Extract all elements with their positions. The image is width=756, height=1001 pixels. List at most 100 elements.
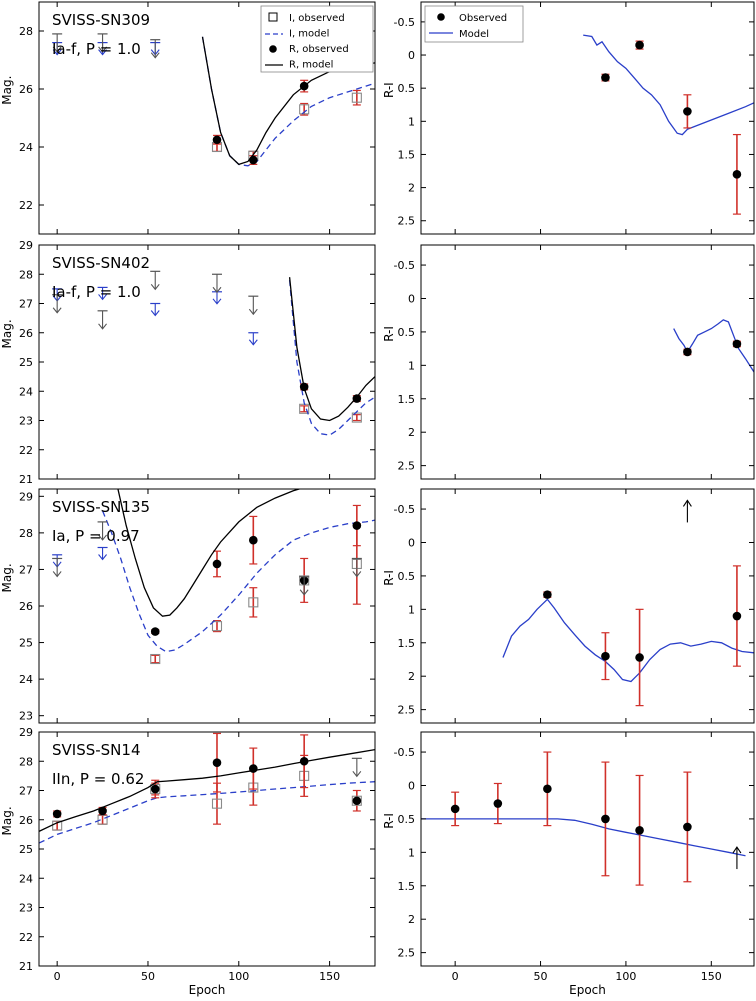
panel-title: SVISS-SN14: [52, 741, 141, 759]
legend: Observed Model: [424, 5, 524, 43]
y-tick-label: 0.5: [398, 82, 416, 95]
x-tick-label: 50: [141, 970, 155, 983]
y-tick-label: 28: [19, 25, 33, 38]
legend-entry: R, model: [289, 60, 333, 71]
y-tick-label: 2: [408, 426, 415, 439]
legend-entry: Model: [459, 29, 489, 40]
panel-0: 22 24 26 28 Mag. SVISS-SN309 Ia-f, P = 1.0 I, o…: [0, 1, 376, 235]
y-tick-label: 1.5: [398, 148, 416, 161]
x-tick-label: 150: [701, 970, 722, 983]
legend-entry: I, model: [289, 29, 329, 40]
y-tick-label: 28: [19, 268, 33, 281]
y-tick-label: 0: [408, 292, 415, 305]
upper-limit: [52, 46, 62, 53]
y-tick-label: 24: [19, 385, 33, 398]
plot-area: [39, 732, 375, 844]
data-point: [683, 347, 692, 357]
y-tick-label: 28: [19, 527, 33, 540]
data-point: [248, 597, 259, 608]
y-tick-label: 29: [19, 239, 33, 252]
data-point: [683, 822, 692, 832]
y-tick-label: 22: [19, 444, 33, 457]
x-tick-label: 50: [534, 970, 548, 983]
data-point: [150, 653, 161, 665]
y-tick-label: 0.5: [398, 570, 416, 583]
upper-limit: [98, 534, 107, 541]
axes-frame: [420, 731, 755, 967]
y-axis-label: Mag.: [0, 563, 14, 592]
plot-area: [52, 489, 375, 665]
x-tick-label: 0: [452, 970, 459, 983]
legend-entry: R, observed: [289, 44, 349, 55]
upper-limit: [98, 554, 107, 561]
series-line: [288, 277, 375, 422]
data-point: [352, 796, 362, 806]
y-tick-label: 2: [408, 913, 415, 926]
upper-limit: [150, 52, 160, 59]
y-tick-label: 2.5: [398, 704, 416, 717]
series-line: [502, 598, 754, 683]
x-tick-label: 0: [54, 970, 61, 983]
axes-frame: [38, 731, 376, 967]
y-tick-label: 26: [19, 814, 33, 827]
y-tick-label: 0: [408, 536, 415, 549]
panel-title: SVISS-SN402: [52, 254, 150, 272]
y-tick-label: 23: [19, 710, 33, 723]
data-point: [732, 170, 742, 179]
y-tick-label: 22: [19, 931, 33, 944]
legend-entry: I, observed: [289, 13, 345, 24]
y-tick-label: 2.5: [398, 460, 416, 473]
upper-limit: [299, 589, 309, 596]
y-axis-label: R-I: [382, 326, 396, 342]
y-tick-label: 22: [19, 199, 33, 212]
plot-area: [673, 319, 754, 373]
y-axis-label: R-I: [382, 82, 396, 98]
y-tick-label: 25: [19, 843, 33, 856]
y-axis-label: Mag.: [0, 319, 14, 348]
upper-limit: [52, 49, 62, 56]
upper-limit: [248, 308, 258, 316]
legend-marker: [269, 45, 277, 53]
panel-4: 23 24 25 26 27 28 29 Mag. SVISS-SN135 Ia, P = 0.9…: [0, 488, 376, 724]
axes-frame: [420, 244, 755, 480]
data-point: [683, 107, 692, 116]
legend-box: [260, 5, 374, 73]
x-tick-label: 100: [228, 970, 249, 983]
series-line: [421, 818, 746, 857]
axes-frame: [38, 488, 376, 724]
data-point: [351, 412, 362, 423]
y-tick-label: 0: [408, 49, 415, 62]
legend-marker: [437, 13, 445, 21]
upper-limit: [98, 294, 107, 301]
y-tick-label: 24: [19, 872, 33, 885]
data-point: [450, 804, 460, 814]
data-point: [601, 651, 610, 661]
y-tick-label: 25: [19, 637, 33, 650]
data-point: [543, 784, 552, 794]
data-point: [601, 73, 610, 82]
panel-subtitle: Ia-f, P = 1.0: [52, 40, 141, 58]
data-point: [249, 155, 258, 165]
data-point: [212, 559, 222, 569]
data-point: [249, 535, 258, 545]
data-point: [635, 825, 644, 835]
y-tick-label: 29: [19, 490, 33, 503]
y-tick-label: 1: [408, 359, 415, 372]
series-line: [673, 319, 754, 373]
y-tick-label: 28: [19, 755, 33, 768]
panel-3: -0.5 0 0.5 1 1.5 2 2.5 R-I: [382, 244, 755, 480]
y-tick-label: 1.5: [398, 637, 416, 650]
panel-title: SVISS-SN135: [52, 498, 150, 516]
upper-limit: [52, 571, 62, 578]
data-point: [601, 814, 610, 824]
panel-subtitle: IIn, P = 0.62: [52, 770, 144, 788]
data-point: [352, 521, 362, 530]
x-tick-label: 150: [319, 970, 340, 983]
y-tick-label: 1: [408, 115, 415, 128]
y-tick-label: 2.5: [398, 947, 416, 960]
y-tick-label: 2: [408, 182, 415, 195]
y-tick-label: 27: [19, 298, 33, 311]
x-axis-label: Epoch: [189, 983, 226, 997]
panel-1: -0.5 0 0.5 1 1.5 2 2.5 R-I Observed Model: [382, 1, 755, 235]
y-tick-label: 29: [19, 726, 33, 739]
